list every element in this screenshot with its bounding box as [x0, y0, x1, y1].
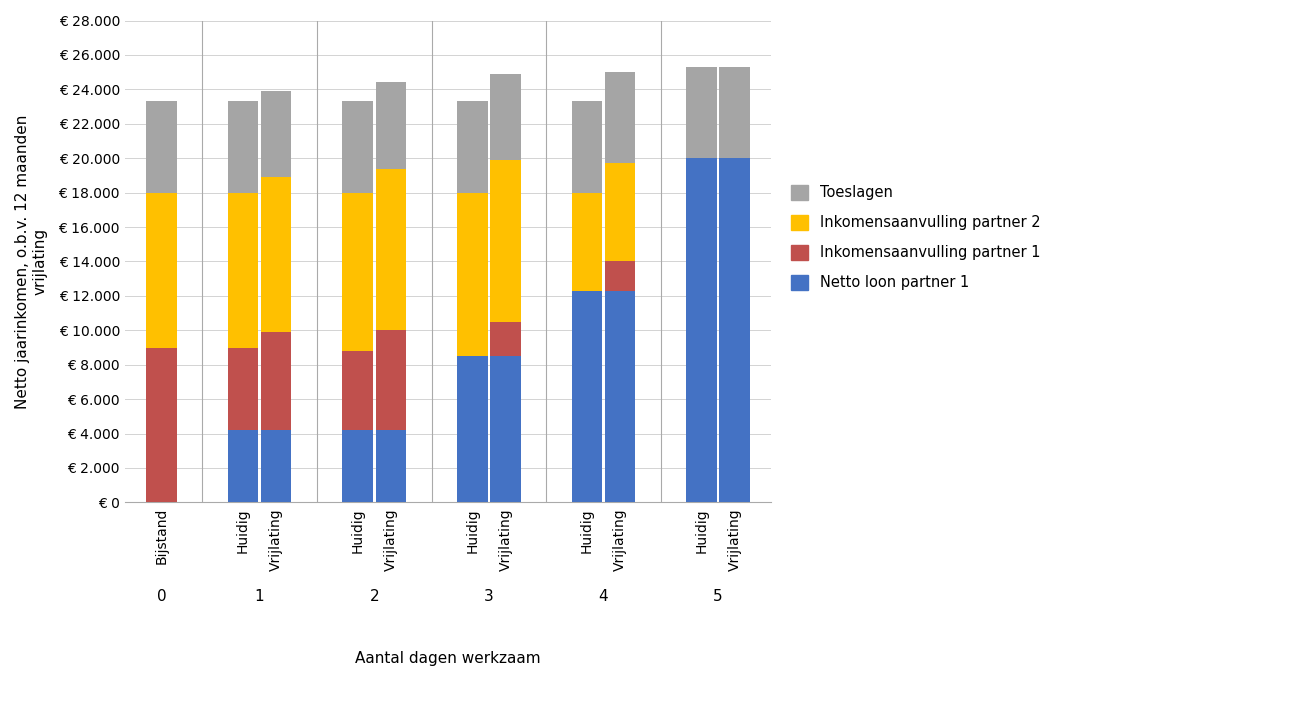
Text: 4: 4 [599, 589, 608, 604]
Bar [227, 430, 259, 503]
Bar [457, 193, 487, 356]
Bar [720, 158, 750, 503]
Bar [343, 193, 373, 351]
Bar [227, 101, 259, 193]
Bar [605, 290, 635, 503]
Bar [227, 348, 259, 430]
Bar [572, 101, 603, 193]
Bar [227, 193, 259, 348]
Bar [457, 356, 487, 503]
Bar [686, 158, 717, 503]
Y-axis label: Netto jaarinkomen, o.b.v. 12 maanden
vrijlating: Netto jaarinkomen, o.b.v. 12 maanden vri… [16, 114, 47, 409]
Bar [375, 82, 407, 168]
Bar [490, 160, 521, 322]
Bar [490, 74, 521, 160]
Text: 3: 3 [485, 589, 494, 604]
Text: 2: 2 [369, 589, 379, 604]
Bar [147, 193, 177, 348]
Bar [375, 168, 407, 331]
Bar [261, 332, 291, 430]
Bar [720, 67, 750, 158]
Bar [343, 101, 373, 193]
Bar [375, 331, 407, 430]
Text: 0: 0 [157, 589, 166, 604]
Bar [343, 351, 373, 430]
Bar [147, 348, 177, 503]
Legend: Toeslagen, Inkomensaanvulling partner 2, Inkomensaanvulling partner 1, Netto loo: Toeslagen, Inkomensaanvulling partner 2,… [785, 179, 1047, 296]
Bar [261, 177, 291, 332]
Bar [572, 290, 603, 503]
Bar [490, 356, 521, 503]
Bar [457, 101, 487, 193]
Bar [343, 430, 373, 503]
Text: 5: 5 [713, 589, 724, 604]
X-axis label: Aantal dagen werkzaam: Aantal dagen werkzaam [356, 651, 540, 666]
Bar [572, 193, 603, 290]
Bar [147, 101, 177, 193]
Bar [605, 72, 635, 163]
Bar [375, 430, 407, 503]
Bar [605, 262, 635, 290]
Text: 1: 1 [255, 589, 265, 604]
Bar [490, 322, 521, 356]
Bar [261, 430, 291, 503]
Bar [261, 91, 291, 177]
Bar [605, 163, 635, 262]
Bar [686, 67, 717, 158]
